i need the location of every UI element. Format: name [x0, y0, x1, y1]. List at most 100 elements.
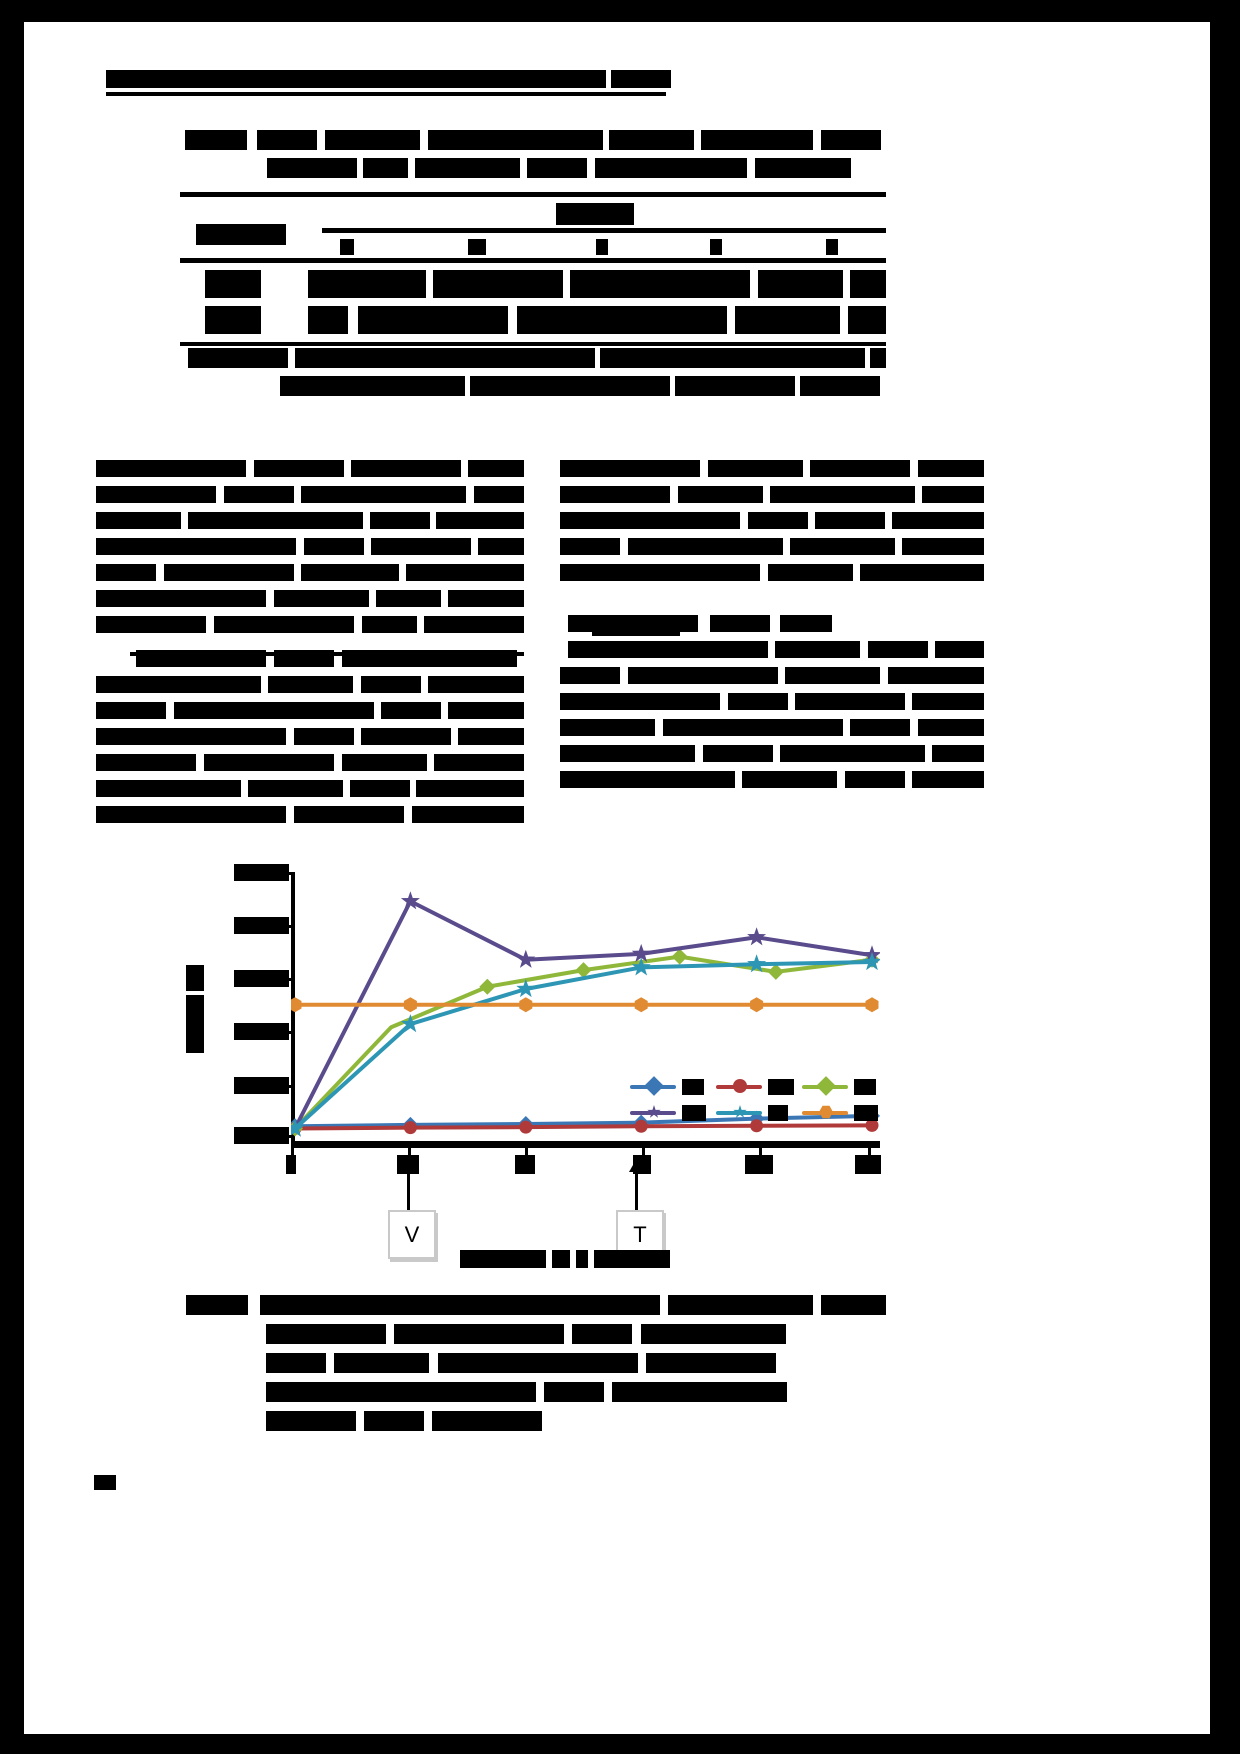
chart-xaxis-ticklabel: [855, 1155, 881, 1174]
body-left-1-line: [96, 538, 524, 555]
figure-caption-line: [186, 1382, 886, 1402]
table-caption-line: [185, 158, 885, 178]
annotation-v[interactable]: V: [388, 1158, 436, 1259]
body-left-1-line: [96, 616, 524, 633]
header-rule: [106, 92, 666, 96]
chart-series-series-5: [291, 952, 880, 1137]
chart-yaxis-ticklabel: [234, 1077, 289, 1094]
table-toprule: [180, 192, 886, 197]
body-right-2-line: [560, 745, 984, 762]
body-right-2-line: [560, 719, 984, 736]
chart-legend-item[interactable]: [716, 1078, 796, 1096]
legend-label-redaction: [768, 1105, 788, 1121]
chart-xaxis-ticklabel: [286, 1155, 296, 1174]
chart-yaxis-ticklabel: [234, 1023, 289, 1040]
body-right-column-block-2: [560, 615, 984, 797]
legend-label-redaction: [854, 1079, 876, 1095]
body-left-1-line: [96, 486, 524, 503]
table-col-header-4: [710, 239, 722, 255]
figure-caption-line: [186, 1353, 886, 1373]
chart-xaxis-title: [460, 1250, 670, 1268]
annotation-v-stem: [407, 1168, 410, 1210]
chart-yaxis-ticklabel: [234, 970, 289, 987]
legend-marker-diamond-icon: [816, 1076, 836, 1096]
chart-legend-item[interactable]: [630, 1076, 710, 1096]
chart-legend-item[interactable]: [802, 1104, 882, 1122]
body-left-2-line: [96, 676, 524, 693]
body-left-1-line: [96, 590, 524, 607]
body-right-1-line: [560, 538, 984, 555]
body-left-2-line: [96, 780, 524, 797]
table-stub-header: [196, 224, 286, 245]
chart-legend-item[interactable]: [802, 1076, 882, 1096]
body-right-2-line: [560, 667, 984, 684]
chart-xaxis-tick: [868, 1148, 871, 1157]
table-row-line: [180, 306, 886, 334]
header-title-redaction: [611, 70, 671, 88]
table-footnote-line: [180, 348, 886, 368]
legend-label-redaction: [682, 1105, 706, 1121]
body-left-2-line: [96, 806, 524, 823]
table-col-header-5: [826, 239, 838, 255]
chart-xaxis-tick: [525, 1148, 528, 1157]
body-right-1-line: [560, 512, 984, 529]
chart-yaxis-tick: [283, 1085, 292, 1088]
body-right-1-line: [560, 564, 984, 581]
table-group-header: [556, 203, 634, 225]
chart-series-series-2: [291, 1118, 879, 1135]
chart-xaxis-tick: [408, 1148, 411, 1157]
legend-marker-circle-icon: [733, 1079, 747, 1093]
chart-yaxis-ticklabel: [234, 1127, 289, 1144]
page-number: [94, 1475, 116, 1490]
figure-caption-line: [186, 1411, 886, 1431]
figure-caption-line: [186, 1324, 886, 1344]
chart-legend-item[interactable]: [630, 1104, 710, 1122]
legend-label-redaction: [854, 1105, 878, 1121]
chart-yaxis-ticklabel: [234, 864, 289, 881]
chart-series-series-6: [291, 997, 879, 1013]
annotation-v-label: V: [388, 1210, 436, 1259]
table-col-header-2: [468, 239, 486, 255]
table-midrule: [180, 258, 886, 263]
chart-xaxis-ticklabel: [745, 1155, 773, 1174]
chart-xaxis-line: [291, 1141, 880, 1148]
body-right-1-line: [560, 486, 984, 503]
chart-xaxis-tick: [642, 1148, 645, 1157]
legend-marker-hexagon-icon: [819, 1105, 833, 1119]
table-bottomrule: [180, 342, 886, 346]
body-right-2-line: [560, 771, 984, 788]
body-left-2-line: [96, 754, 524, 771]
body-left-2-line: [96, 650, 524, 667]
table-footnote-line: [180, 376, 886, 396]
figure-caption: [186, 1295, 886, 1440]
body-left-2-line: [96, 728, 524, 745]
chart-xaxis-tick: [759, 1148, 762, 1157]
body-right-column-block-1: [560, 460, 984, 590]
table-body: [180, 270, 886, 342]
chart-yaxis-tick: [283, 1031, 292, 1034]
page-frame-bottom: [0, 1734, 1240, 1754]
body-left-column-block-1: [96, 460, 524, 642]
body-right-1-line: [560, 460, 984, 477]
annotation-t[interactable]: T: [616, 1158, 664, 1259]
annotation-t-stem: [635, 1168, 638, 1210]
page-frame-right: [1210, 0, 1240, 1754]
chart-xaxis-ticklabel: [633, 1155, 651, 1174]
body-right-2-line: [560, 615, 984, 632]
chart-legend-item[interactable]: [716, 1104, 796, 1122]
chart-yaxis-ticklabel: [234, 917, 289, 934]
chart-yaxis-tick: [283, 872, 292, 875]
body-left-1-line: [96, 460, 524, 477]
body-left-1-line: [96, 512, 524, 529]
table-footnote: [180, 348, 886, 404]
table-caption-line: [185, 130, 885, 150]
legend-label-redaction: [682, 1079, 704, 1095]
chart-legend: [630, 1076, 882, 1126]
chart-yaxis-tick: [283, 978, 292, 981]
body-left-column-block-2: [96, 650, 524, 832]
header-title-redaction: [106, 70, 606, 88]
chart-yaxis-tick: [283, 925, 292, 928]
chart-yaxis-tick: [283, 1135, 292, 1138]
body-left-2-line: [96, 702, 524, 719]
chart-yaxis-title: [186, 965, 204, 1055]
